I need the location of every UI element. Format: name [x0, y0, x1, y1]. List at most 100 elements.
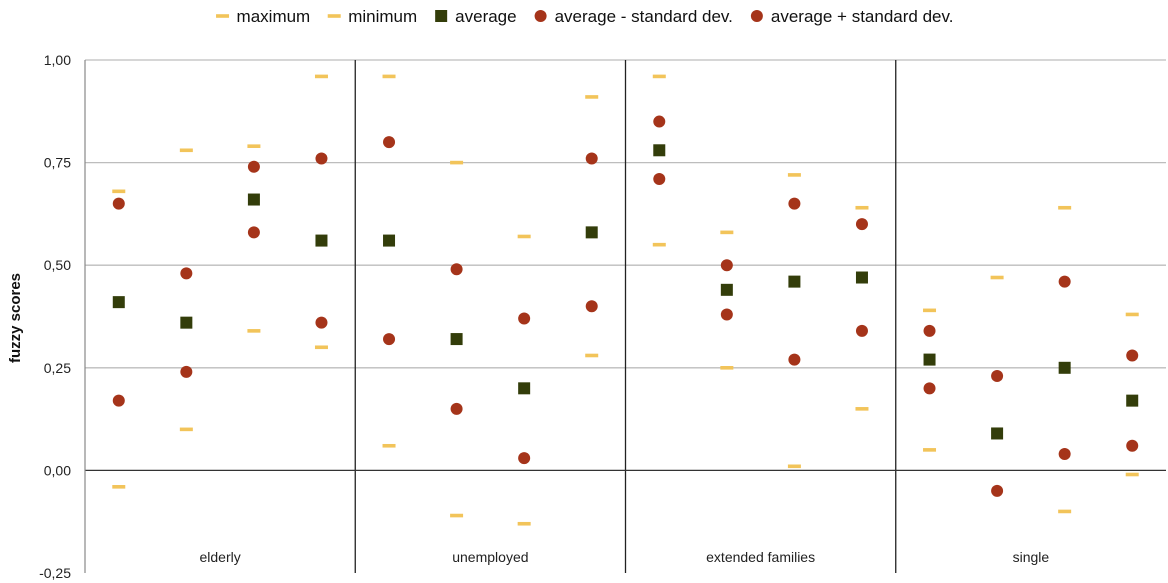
square-point: [991, 427, 1004, 440]
dash-point: [450, 513, 464, 518]
group-label: single: [1013, 549, 1050, 565]
dash-point: [450, 160, 464, 165]
square-point: [247, 193, 260, 206]
legend-swatch: [750, 10, 763, 22]
legend-label: average - standard dev.: [555, 7, 733, 26]
dash-point: [585, 95, 599, 99]
circle-point: [112, 394, 125, 407]
circle-point: [1058, 447, 1071, 460]
dash-point: [112, 189, 126, 194]
data-marks: [112, 74, 1139, 526]
circle-point: [450, 263, 463, 276]
dash-point: [787, 464, 801, 469]
square-point: [720, 283, 733, 296]
circle-point: [991, 484, 1004, 497]
circle-point: [518, 312, 531, 325]
circle-point: [180, 365, 193, 378]
dash-point: [517, 521, 531, 526]
circle-point: [991, 370, 1004, 383]
dash-point: [179, 148, 193, 153]
group-label: elderly: [200, 549, 241, 565]
square-point: [518, 382, 531, 395]
legend-swatch: [435, 10, 448, 22]
circle-point: [855, 324, 868, 337]
square-point: [1126, 394, 1139, 407]
circle-point: [518, 452, 531, 465]
group-dividers: [354, 60, 897, 573]
circle-point: [247, 226, 260, 239]
y-tick-label: 0,00: [44, 462, 71, 478]
axes: -0,25 0,00 0,25 0,50 0,75 1,00 elderly unemploy…: [39, 52, 1166, 581]
circle-point: [923, 382, 936, 395]
circle-point: [315, 316, 328, 329]
square-point: [315, 234, 328, 247]
circle-point: [720, 259, 733, 272]
circle-point: [315, 152, 328, 165]
square-point: [585, 226, 598, 239]
square-point: [112, 296, 125, 309]
circle-point: [383, 333, 396, 346]
legend-label: minimum: [348, 7, 417, 26]
square-point: [1058, 361, 1071, 374]
circle-point: [112, 197, 125, 210]
circle-point: [1126, 439, 1139, 452]
circle-point: [247, 160, 260, 173]
square-point: [383, 234, 396, 247]
dash-point: [314, 345, 328, 350]
dash-point: [720, 230, 734, 235]
dash-point: [1058, 509, 1072, 514]
circle-point: [653, 173, 666, 186]
y-axis-title: fuzzy scores: [7, 273, 24, 363]
y-tick-label: 1,00: [44, 52, 71, 68]
dash-point: [923, 448, 937, 452]
circle-point: [788, 197, 801, 210]
legend-swatch: [327, 14, 341, 18]
dash-point: [990, 275, 1004, 280]
dash-point: [247, 144, 261, 148]
dash-point: [179, 427, 193, 432]
legend-label: average: [455, 7, 516, 26]
dash-point: [1125, 472, 1139, 477]
circle-point: [653, 115, 666, 128]
y-tick-label: 0,75: [44, 155, 71, 171]
circle-point: [788, 353, 801, 366]
square-point: [923, 353, 936, 366]
dash-point: [314, 74, 328, 79]
circle-point: [1126, 349, 1139, 362]
circle-point: [180, 267, 193, 280]
circle-point: [855, 218, 868, 231]
legend-swatch: [216, 14, 230, 18]
square-point: [180, 316, 193, 329]
legend-label: maximum: [237, 7, 311, 26]
dash-point: [923, 308, 937, 313]
y-tick-label: 0,50: [44, 257, 71, 273]
dash-point: [1125, 312, 1139, 317]
group-label: extended families: [706, 549, 815, 565]
y-tick-label: 0,25: [44, 360, 71, 376]
dash-point: [855, 407, 869, 411]
dash-point: [112, 485, 126, 489]
dash-point: [720, 366, 734, 370]
dash-point: [1058, 205, 1072, 210]
dash-point: [585, 353, 599, 358]
group-label: unemployed: [452, 549, 528, 565]
circle-point: [383, 136, 396, 149]
circle-point: [585, 152, 598, 165]
legend-swatch: [534, 10, 547, 22]
circle-point: [923, 324, 936, 337]
circle-point: [1058, 275, 1071, 288]
dash-point: [855, 205, 869, 210]
dash-point: [787, 173, 801, 177]
circle-point: [585, 300, 598, 313]
square-point: [855, 271, 868, 284]
square-point: [450, 333, 463, 346]
circle-point: [450, 402, 463, 415]
square-point: [653, 144, 666, 157]
dash-point: [382, 443, 396, 448]
dash-point: [247, 329, 261, 333]
dash-point: [517, 234, 531, 239]
circle-point: [720, 308, 733, 321]
dash-point: [652, 74, 666, 79]
square-point: [788, 275, 801, 288]
